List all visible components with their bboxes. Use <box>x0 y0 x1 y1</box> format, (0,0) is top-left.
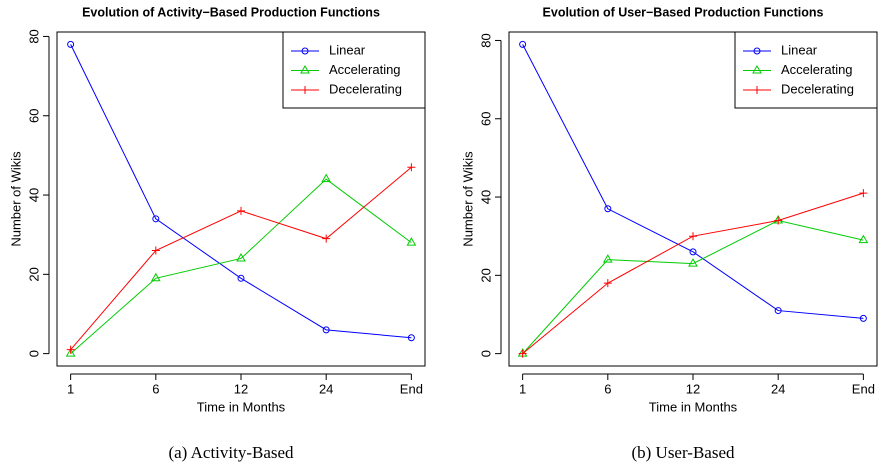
point <box>753 86 761 94</box>
y-tick-label: 20 <box>478 268 493 282</box>
point <box>66 345 75 354</box>
caption: (a) Activity-Based <box>168 443 294 462</box>
point <box>152 215 160 223</box>
legend-label: Linear <box>781 42 818 57</box>
x-tick-label: End <box>852 381 875 396</box>
point <box>752 64 762 74</box>
point <box>407 334 415 342</box>
y-tick-label: 0 <box>478 350 493 357</box>
y-axis-label: Number of Wikis <box>8 151 23 247</box>
y-axis-label: Number of Wikis <box>460 151 475 247</box>
series-line <box>522 220 864 354</box>
series-line <box>522 192 864 355</box>
x-tick-label: 1 <box>67 381 74 396</box>
chart-title: Evolution of Activity−Based Production F… <box>82 5 380 19</box>
point <box>859 314 867 322</box>
point <box>406 237 417 246</box>
point <box>518 349 527 358</box>
point <box>689 232 697 241</box>
x-tick-label: 12 <box>686 381 700 396</box>
x-axis-label: Time in Months <box>649 399 738 414</box>
series-line <box>522 44 864 319</box>
legend-label: Linear <box>329 42 366 57</box>
series-line <box>70 44 412 339</box>
point <box>688 258 698 267</box>
point <box>300 64 310 74</box>
point <box>407 163 416 172</box>
y-tick-label: 60 <box>478 112 493 126</box>
chart-title: Evolution of User−Based Production Funct… <box>543 5 824 19</box>
x-axis-label: Time in Months <box>197 399 286 414</box>
plot-frame <box>508 31 878 367</box>
point <box>236 252 246 262</box>
point <box>774 216 783 225</box>
caption: (b) User-Based <box>631 443 735 462</box>
x-tick-label: End <box>400 381 423 396</box>
x-tick-label: 12 <box>234 381 248 396</box>
point <box>753 47 761 55</box>
point <box>519 40 527 48</box>
legend-label: Decelerating <box>329 81 402 96</box>
point <box>604 205 612 213</box>
point <box>603 279 612 288</box>
x-tick-label: 1 <box>519 381 526 396</box>
point <box>774 307 782 315</box>
point <box>237 206 245 215</box>
point <box>322 234 331 243</box>
point <box>301 47 309 55</box>
y-tick-label: 60 <box>26 109 41 123</box>
x-tick-label: 24 <box>771 381 785 396</box>
point <box>859 189 868 198</box>
legend-label: Decelerating <box>781 81 854 96</box>
point <box>150 272 161 282</box>
y-tick-label: 80 <box>478 33 493 47</box>
legend-label: Accelerating <box>329 62 401 77</box>
plot-frame <box>56 31 426 367</box>
point <box>602 254 613 263</box>
point <box>237 274 245 282</box>
point <box>65 348 76 357</box>
y-tick-label: 20 <box>26 267 41 281</box>
point <box>301 86 309 94</box>
y-tick-label: 80 <box>26 29 41 43</box>
y-tick-label: 40 <box>26 188 41 202</box>
series-line <box>70 178 412 355</box>
x-tick-label: 24 <box>319 381 333 396</box>
y-tick-label: 40 <box>478 190 493 204</box>
point <box>67 40 75 48</box>
x-tick-label: 6 <box>604 381 611 396</box>
point <box>321 173 332 183</box>
point <box>689 248 697 256</box>
legend-label: Accelerating <box>781 62 853 77</box>
point <box>858 234 869 244</box>
x-tick-label: 6 <box>152 381 159 396</box>
point <box>322 326 330 334</box>
y-tick-label: 0 <box>26 350 41 357</box>
point <box>151 246 160 255</box>
